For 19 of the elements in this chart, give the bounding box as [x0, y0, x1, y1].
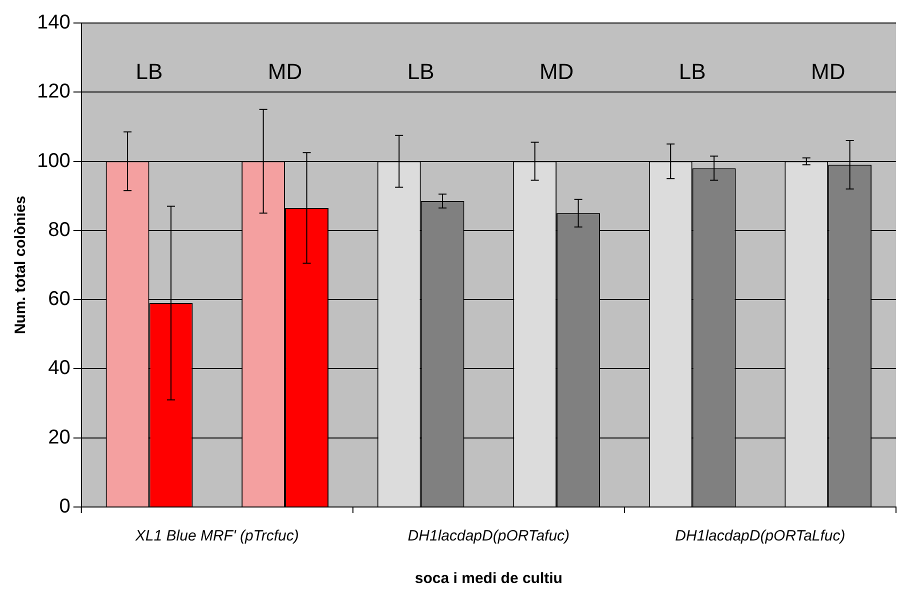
x-axis-title: soca i medi de cultiu [414, 570, 562, 588]
y-tick-label: 80 [48, 218, 70, 241]
x-tick-label: LB [136, 59, 163, 84]
x-tick-label: LB [678, 59, 706, 84]
x-tick-label: LB [407, 59, 434, 84]
y-tick-label: 0 [59, 496, 70, 518]
x-tick-label: MD [811, 59, 846, 84]
x-tick-label: MD [539, 59, 574, 84]
y-tick-label: 140 [36, 12, 70, 34]
y-tick-label: 40 [48, 357, 70, 380]
y-tick-label: 20 [48, 426, 70, 448]
x-tick-label: MD [268, 59, 302, 84]
text: DH1lacdapD(pORTafuc) [408, 528, 570, 545]
y-axis-title: Num. total colònies [12, 196, 30, 334]
y-tick-label: 100 [36, 150, 70, 172]
text: DH1lacdapD(pORTaLfuc) [675, 528, 846, 545]
y-tick-label: 120 [36, 80, 70, 103]
text: XL1 Blue MRF' (pTrcfuc) [134, 528, 299, 545]
y-tick-label: 60 [48, 288, 70, 310]
